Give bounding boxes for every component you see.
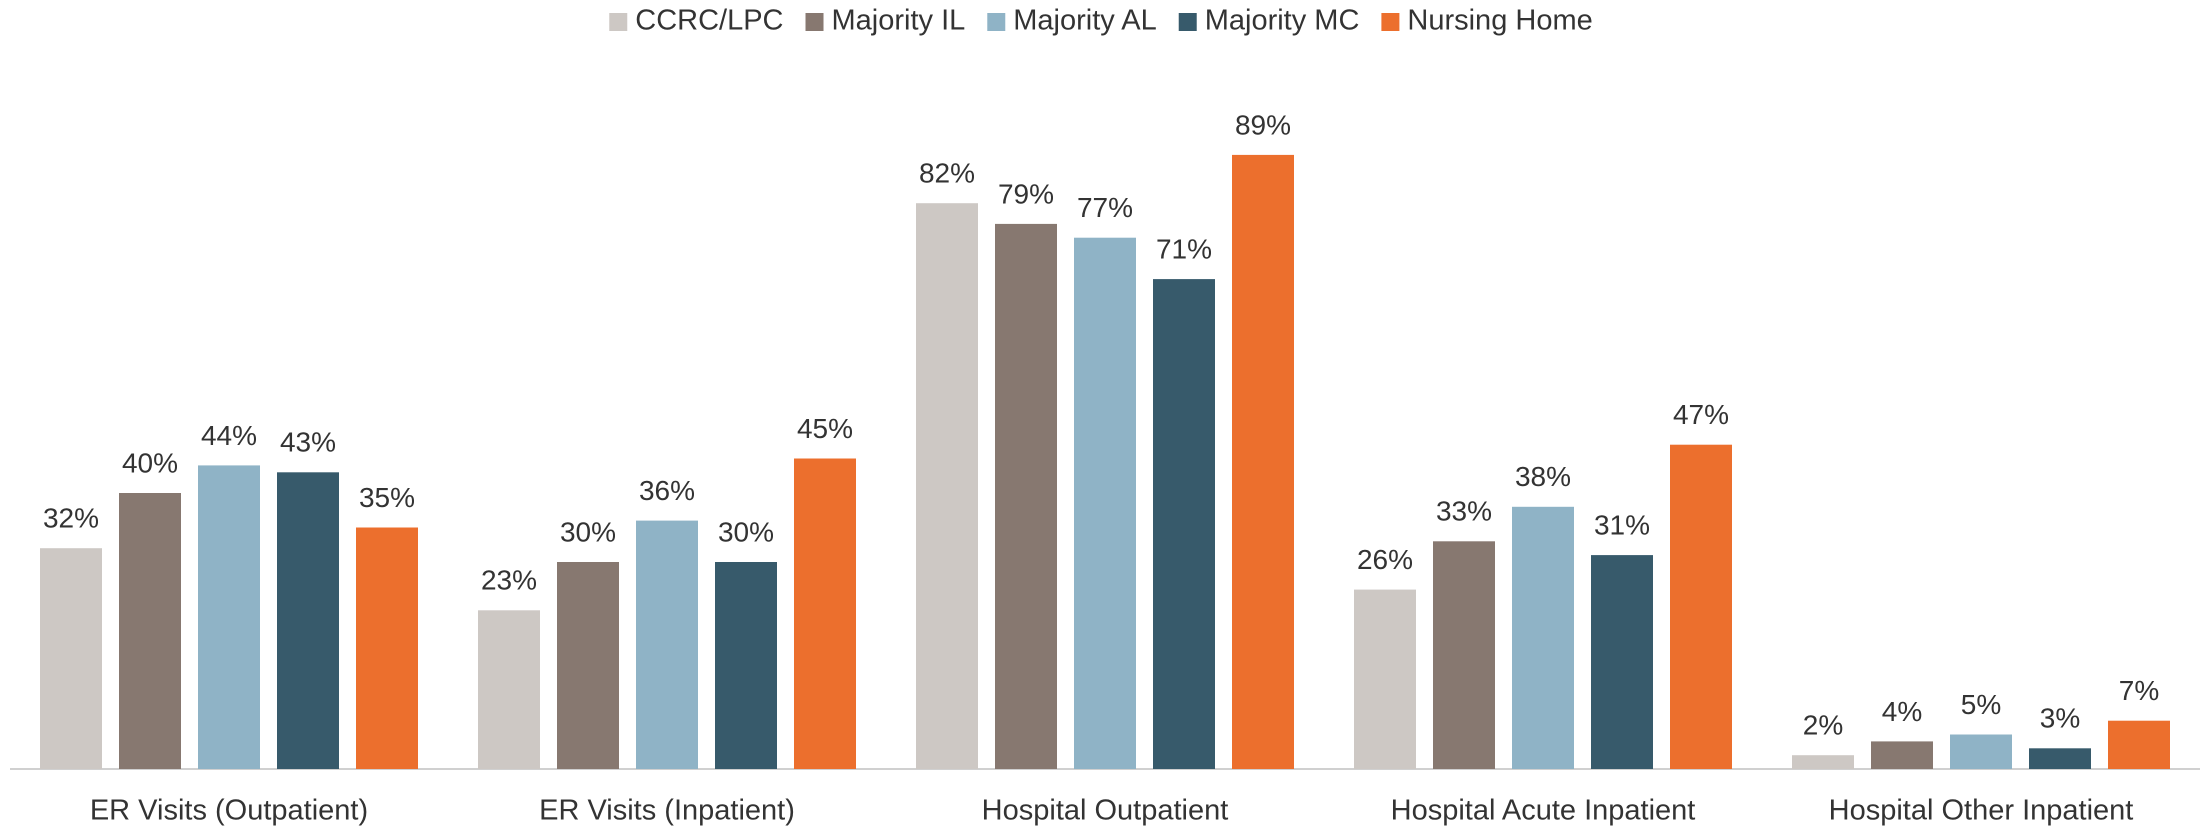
bar (1591, 555, 1653, 769)
bar (40, 548, 102, 769)
data-label: 77% (1077, 192, 1133, 223)
data-label: 5% (1961, 689, 2001, 720)
x-tick-label: ER Visits (Inpatient) (539, 795, 795, 827)
data-label: 30% (560, 516, 616, 547)
bar (119, 493, 181, 769)
data-label: 7% (2119, 675, 2159, 706)
data-label: 23% (481, 565, 537, 596)
data-label: 30% (718, 516, 774, 547)
bar (794, 458, 856, 769)
x-tick-label: Hospital Acute Inpatient (1391, 795, 1696, 827)
data-label: 3% (2040, 703, 2080, 734)
legend-swatch (609, 13, 628, 31)
x-tick-label: Hospital Other Inpatient (1829, 795, 2134, 827)
bar (1232, 154, 1294, 769)
data-label: 47% (1673, 399, 1729, 430)
bar (1512, 506, 1574, 769)
legend-label: Majority MC (1205, 5, 1360, 37)
legend-swatch (805, 13, 824, 31)
data-label: 2% (1803, 710, 1843, 741)
bar (1950, 734, 2012, 769)
x-tick-label: ER Visits (Outpatient) (90, 795, 368, 827)
data-label: 40% (122, 447, 178, 478)
data-label: 33% (1436, 496, 1492, 527)
data-label: 44% (201, 420, 257, 451)
bar (1871, 741, 1933, 769)
bar (636, 520, 698, 769)
legend-swatch (987, 13, 1006, 31)
x-tick-label: Hospital Outpatient (982, 795, 1229, 827)
bar (2029, 748, 2091, 769)
bar (1074, 237, 1136, 769)
bar (557, 562, 619, 769)
bar (1153, 279, 1215, 769)
legend-swatch (1178, 13, 1197, 31)
bar (1670, 444, 1732, 769)
bar (1792, 755, 1854, 769)
bar (198, 465, 260, 769)
bar (916, 203, 978, 769)
legend-label: CCRC/LPC (635, 5, 783, 37)
bar (478, 610, 540, 769)
legend-label: Nursing Home (1407, 5, 1592, 37)
legend-label: Majority AL (1013, 5, 1156, 37)
data-label: 43% (280, 427, 336, 458)
data-label: 89% (1235, 109, 1291, 140)
data-label: 31% (1594, 509, 1650, 540)
bar (2108, 720, 2170, 769)
bar (277, 472, 339, 769)
data-label: 32% (43, 503, 99, 534)
legend-swatch (1381, 13, 1400, 31)
data-label: 35% (359, 482, 415, 513)
data-label: 79% (998, 178, 1054, 209)
data-label: 4% (1882, 696, 1922, 727)
data-label: 82% (919, 158, 975, 189)
bar (715, 562, 777, 769)
data-label: 38% (1515, 461, 1571, 492)
legend-label: Majority IL (832, 5, 966, 37)
data-label: 26% (1357, 544, 1413, 575)
data-label: 36% (639, 475, 695, 506)
bar (995, 223, 1057, 769)
bar (1354, 589, 1416, 769)
bar (1433, 541, 1495, 769)
bar (356, 527, 418, 769)
data-label: 45% (797, 413, 853, 444)
data-label: 71% (1156, 233, 1212, 264)
